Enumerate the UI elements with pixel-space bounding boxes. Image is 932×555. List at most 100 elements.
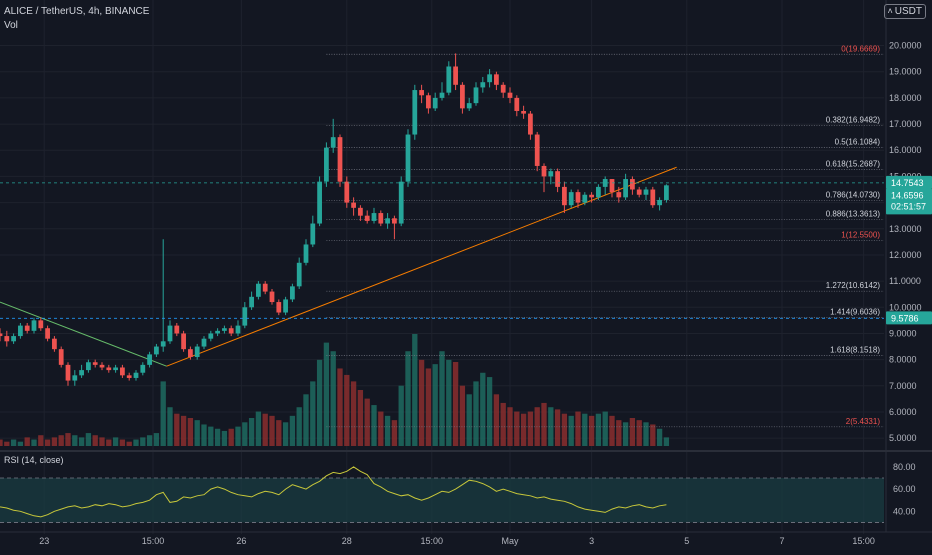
volume-bar — [412, 334, 418, 446]
candle-body — [466, 103, 472, 109]
candle-body — [589, 194, 594, 198]
volume-bar — [432, 364, 438, 446]
fib-level-label: 1.272(10.6142) — [826, 281, 881, 290]
volume-bar — [622, 422, 629, 446]
rsi-label: RSI (14, close) — [4, 455, 64, 465]
candle-body — [500, 84, 506, 93]
volume-bar — [303, 394, 309, 446]
candle-body — [126, 375, 132, 378]
candle-body — [446, 66, 452, 93]
price-tick-label: 6.0000 — [889, 407, 917, 417]
volume-bar — [194, 420, 200, 446]
candle-body — [154, 346, 159, 355]
volume-bar — [514, 411, 520, 446]
candle-body — [636, 189, 642, 195]
candle-body — [208, 333, 214, 339]
candle-body — [4, 336, 10, 342]
volume-bar — [24, 437, 30, 446]
candle-body — [385, 218, 390, 224]
candle-body — [194, 346, 200, 358]
volume-bar — [616, 420, 622, 446]
price-tag — [886, 175, 932, 189]
fib-level-label: 2(5.4331) — [846, 417, 881, 426]
volume-bar — [276, 420, 282, 446]
candle-body — [113, 367, 118, 371]
candle-body — [38, 320, 44, 329]
candle-body — [568, 192, 574, 206]
price-tick-label: 20.0000 — [889, 41, 922, 51]
candle-body — [65, 364, 71, 381]
candle-body — [228, 328, 234, 334]
candle-body — [215, 330, 220, 334]
volume-bar — [527, 411, 534, 446]
candle-body — [79, 370, 84, 376]
volume-bar — [262, 413, 268, 446]
price-tick-label: 13.0000 — [889, 224, 922, 234]
volume-bar — [153, 433, 160, 446]
candle-body — [412, 90, 418, 135]
candle-body — [235, 325, 241, 334]
candle-body — [242, 307, 248, 326]
volume-bar — [289, 415, 296, 446]
candle-body — [269, 291, 275, 303]
volume-bar — [323, 342, 330, 446]
volume-bar — [119, 439, 126, 446]
price-tick-label: 8.0000 — [889, 355, 917, 365]
rsi-band-fill — [0, 478, 884, 523]
fib-level-label: 0(19.6669) — [841, 44, 880, 53]
volume-bar — [629, 418, 636, 446]
volume-bar — [17, 441, 24, 446]
candle-body — [378, 213, 384, 224]
candle-body — [460, 84, 465, 109]
candle-body — [86, 362, 91, 371]
candle-body — [453, 66, 458, 85]
volume-bar — [133, 439, 139, 446]
candle-body — [58, 349, 64, 365]
candle-body — [562, 186, 567, 206]
candle-body — [140, 364, 146, 373]
volume-bar — [588, 415, 595, 446]
volume-bar — [405, 351, 411, 446]
candle-body — [371, 213, 377, 221]
volume-bar — [10, 439, 17, 446]
candle-body — [548, 171, 554, 177]
volume-bar — [391, 420, 398, 446]
fib-level-label: 0.5(16.1084) — [835, 137, 881, 146]
candle-body — [330, 137, 336, 148]
volume-bar — [337, 368, 343, 446]
volume-bar — [92, 435, 98, 446]
volume-bar — [357, 390, 364, 446]
volume-bar — [371, 405, 377, 446]
volume-bar — [561, 413, 568, 446]
volume-bar — [582, 413, 588, 446]
volume-bar — [85, 433, 92, 446]
price-tick-label: 19.0000 — [889, 67, 922, 77]
volume-bar — [554, 409, 561, 446]
currency-selector[interactable]: ˄ USDT — [883, 4, 926, 19]
volume-bar — [548, 407, 554, 446]
candle-body — [317, 181, 322, 224]
volume-bar — [439, 351, 445, 446]
candle-body — [18, 325, 23, 337]
candle-body — [160, 341, 166, 347]
volume-label: Vol — [4, 20, 18, 31]
time-tick-label: 5 — [684, 536, 689, 546]
volume-bar — [418, 359, 425, 446]
candle-body — [664, 185, 669, 200]
candle-body — [222, 328, 227, 331]
candle-body — [630, 179, 635, 190]
fib-level-label: 1.414(9.6036) — [830, 308, 880, 317]
candle-body — [174, 325, 180, 334]
volume-bar — [466, 394, 472, 446]
volume-bar — [255, 411, 262, 446]
rsi-tick-label: 40.00 — [893, 506, 916, 516]
candle-body — [405, 134, 411, 182]
volume-bar — [452, 362, 459, 446]
fib-level-label: 1(12.5500) — [841, 231, 880, 240]
volume-bar — [65, 433, 71, 446]
volume-bar — [602, 411, 608, 446]
time-tick-label: 15:00 — [421, 536, 444, 546]
trendline[interactable] — [0, 301, 167, 367]
